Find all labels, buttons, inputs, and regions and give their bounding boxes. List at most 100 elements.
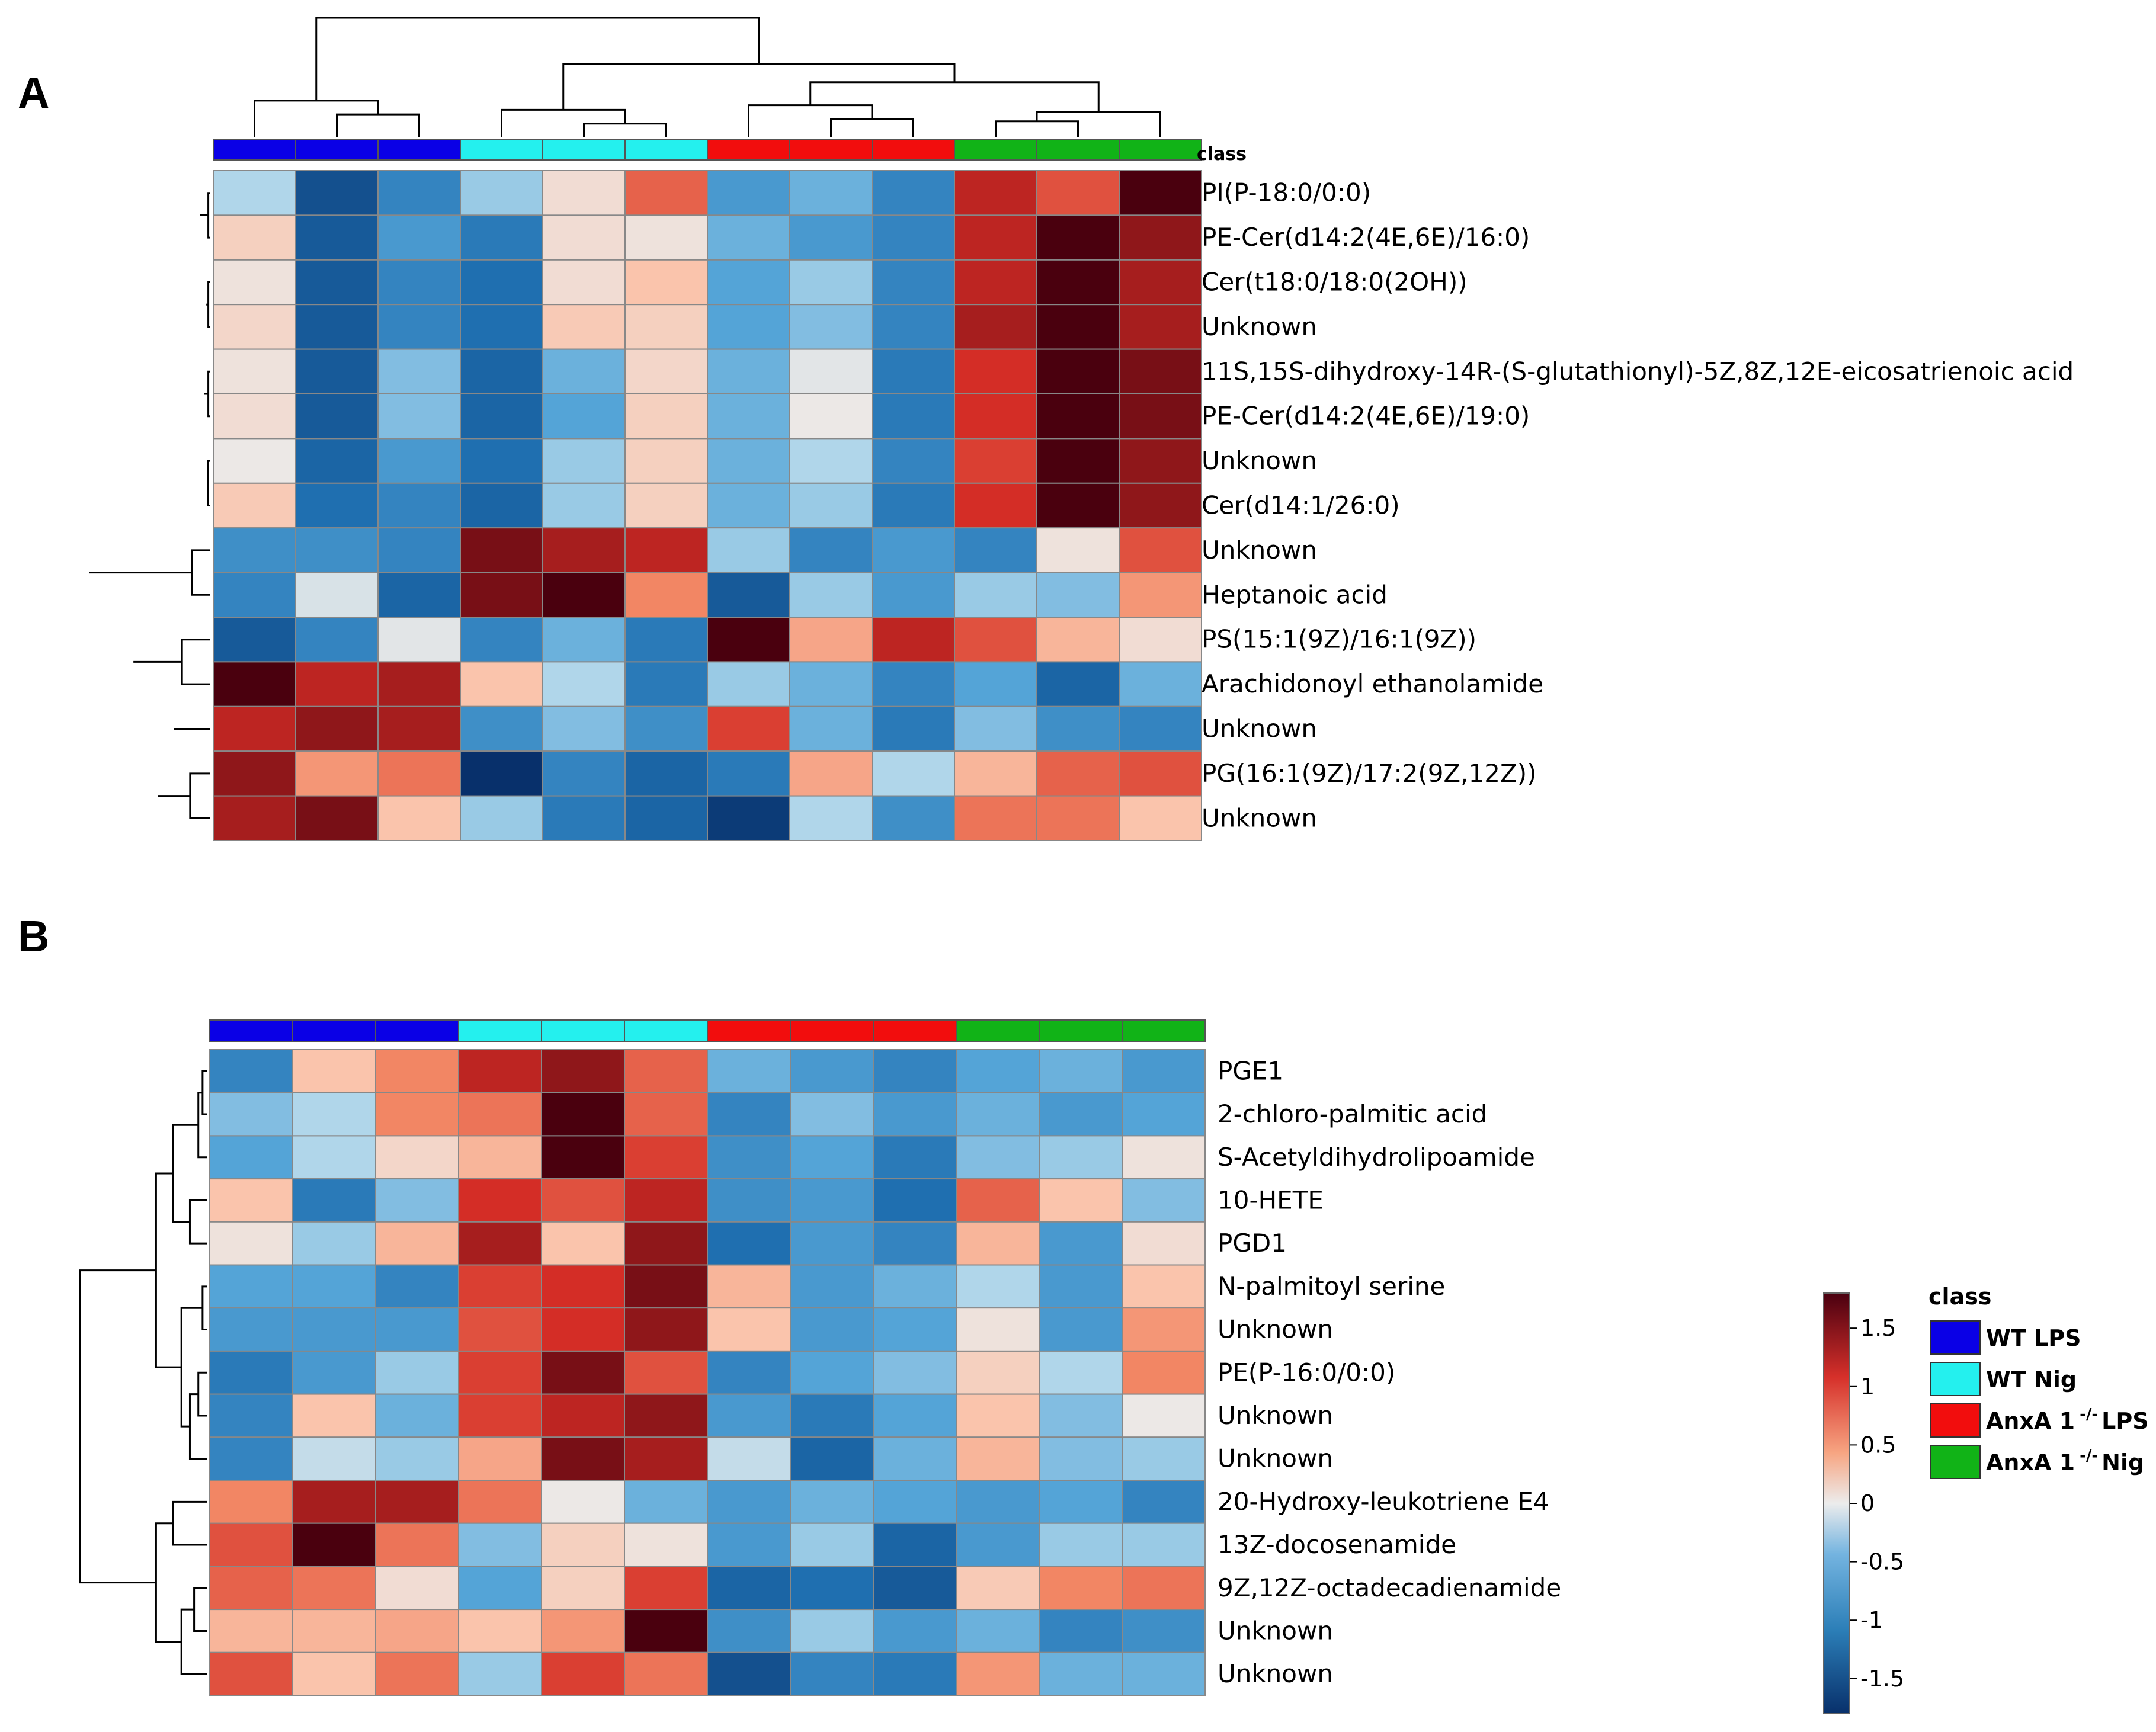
heatmap-cell bbox=[956, 1436, 1040, 1481]
row-label: 20-Hydroxy-leukotriene E4 bbox=[1218, 1487, 1549, 1516]
heatmap-cell bbox=[541, 1178, 625, 1223]
heatmap-cell bbox=[707, 1609, 791, 1653]
heatmap-cell bbox=[1036, 348, 1120, 394]
heatmap-cell bbox=[1122, 1480, 1206, 1524]
heatmap-cell bbox=[707, 1436, 791, 1481]
class-bar-segment bbox=[377, 139, 461, 161]
col-dendrogram-link bbox=[562, 63, 956, 110]
heatmap-cell bbox=[542, 705, 626, 752]
heatmap-cell bbox=[541, 1393, 625, 1438]
heatmap-cell bbox=[458, 1307, 542, 1352]
heatmap-cell bbox=[460, 482, 543, 529]
heatmap-cell bbox=[1122, 1307, 1206, 1352]
heatmap-cell bbox=[1122, 1522, 1206, 1567]
heatmap-cell bbox=[624, 1566, 708, 1611]
heatmap-cell bbox=[872, 617, 955, 663]
heatmap-cell bbox=[458, 1264, 542, 1309]
class-bar-segment bbox=[542, 139, 626, 161]
heatmap-cell bbox=[1036, 214, 1120, 261]
heatmap-cell bbox=[375, 1651, 459, 1696]
class-bar-label-a: class bbox=[1197, 144, 1247, 165]
heatmap-cell bbox=[954, 661, 1037, 707]
heatmap-cell bbox=[707, 1092, 791, 1137]
col-dendrogram-link bbox=[748, 104, 873, 137]
heatmap-cell bbox=[295, 750, 379, 797]
heatmap-cell bbox=[873, 1436, 957, 1481]
heatmap-cell bbox=[377, 393, 461, 440]
row-dendrogram-link bbox=[188, 1393, 207, 1460]
heatmap-cell bbox=[542, 348, 626, 394]
heatmap-cell bbox=[213, 259, 296, 306]
heatmap-cell bbox=[624, 1609, 708, 1653]
heatmap-cell bbox=[956, 1609, 1040, 1653]
heatmap-cell bbox=[707, 1393, 791, 1438]
heatmap-cell bbox=[872, 527, 955, 573]
heatmap-cell bbox=[1036, 259, 1120, 306]
heatmap-cell bbox=[295, 259, 379, 306]
heatmap-cell bbox=[542, 393, 626, 440]
col-dendrogram-link bbox=[830, 118, 914, 137]
heatmap-cell bbox=[707, 170, 790, 216]
heatmap-cell bbox=[624, 1393, 708, 1438]
heatmap-cell bbox=[954, 348, 1037, 394]
heatmap-cell bbox=[460, 795, 543, 841]
heatmap-cell bbox=[1122, 1436, 1206, 1481]
heatmap-cell bbox=[1039, 1393, 1123, 1438]
heatmap-cell bbox=[790, 1135, 874, 1180]
row-label: Heptanoic acid bbox=[1202, 580, 1388, 609]
heatmap-cell bbox=[873, 1393, 957, 1438]
heatmap-cell bbox=[624, 1049, 708, 1093]
heatmap-cell bbox=[872, 348, 955, 394]
heatmap-cell bbox=[542, 617, 626, 663]
heatmap-cell bbox=[209, 1436, 293, 1481]
heatmap-cell bbox=[872, 214, 955, 261]
row-label: Unknown bbox=[1218, 1315, 1333, 1344]
heatmap-cell bbox=[707, 348, 790, 394]
heatmap-cell bbox=[954, 259, 1037, 306]
color-scale: 1.5 1 0.5 0 -0.5 -1 -1.5 bbox=[1823, 1292, 1904, 1714]
row-label: 10-HETE bbox=[1218, 1185, 1324, 1214]
heatmap-cells-b bbox=[209, 1049, 1206, 1696]
heatmap-cell bbox=[873, 1049, 957, 1093]
heatmap-cell bbox=[873, 1264, 957, 1309]
heatmap-cell bbox=[213, 750, 296, 797]
heatmap-cell bbox=[624, 705, 708, 752]
class-bar-segment bbox=[1119, 139, 1202, 161]
heatmap-cell bbox=[1119, 304, 1202, 350]
heatmap-cell bbox=[292, 1350, 376, 1395]
row-label: PE-Cer(d14:2(4E,6E)/19:0) bbox=[1202, 402, 1530, 431]
heatmap-cell bbox=[1039, 1609, 1123, 1653]
heatmap-cell bbox=[292, 1393, 376, 1438]
heatmap-cell bbox=[956, 1307, 1040, 1352]
heatmap-cell bbox=[460, 572, 543, 618]
heatmap-cell bbox=[789, 750, 873, 797]
heatmap-cell bbox=[956, 1393, 1040, 1438]
heatmap-cell bbox=[707, 482, 790, 529]
heatmap-cell bbox=[872, 572, 955, 618]
heatmap-cell bbox=[460, 259, 543, 306]
heatmap-cell bbox=[1119, 572, 1202, 618]
class-bar-segment bbox=[1036, 139, 1120, 161]
heatmap-cell bbox=[541, 1566, 625, 1611]
heatmap-cell bbox=[213, 304, 296, 350]
heatmap-cell bbox=[375, 1049, 459, 1093]
heatmap-cell bbox=[295, 304, 379, 350]
heatmap-cell bbox=[624, 1135, 708, 1180]
class-bar-segment bbox=[458, 1019, 542, 1042]
row-label: Unknown bbox=[1202, 446, 1317, 475]
col-dendrogram-link bbox=[501, 108, 626, 137]
color-scale-tick-label: 0 bbox=[1860, 1490, 1875, 1516]
heatmap-cell bbox=[213, 393, 296, 440]
row-label: N-palmitoyl serine bbox=[1218, 1272, 1445, 1301]
heatmap-cell bbox=[377, 750, 461, 797]
heatmap-cell bbox=[458, 1135, 542, 1180]
heatmap-cell bbox=[458, 1651, 542, 1696]
heatmap-cell bbox=[1122, 1049, 1206, 1093]
class-bar-segment bbox=[624, 139, 708, 161]
heatmap-cell bbox=[873, 1092, 957, 1137]
row-label: Unknown bbox=[1218, 1659, 1333, 1688]
heatmap-cell bbox=[873, 1651, 957, 1696]
row-label: Unknown bbox=[1202, 312, 1317, 341]
heatmap-cell bbox=[707, 795, 790, 841]
heatmap-cell bbox=[1122, 1651, 1206, 1696]
